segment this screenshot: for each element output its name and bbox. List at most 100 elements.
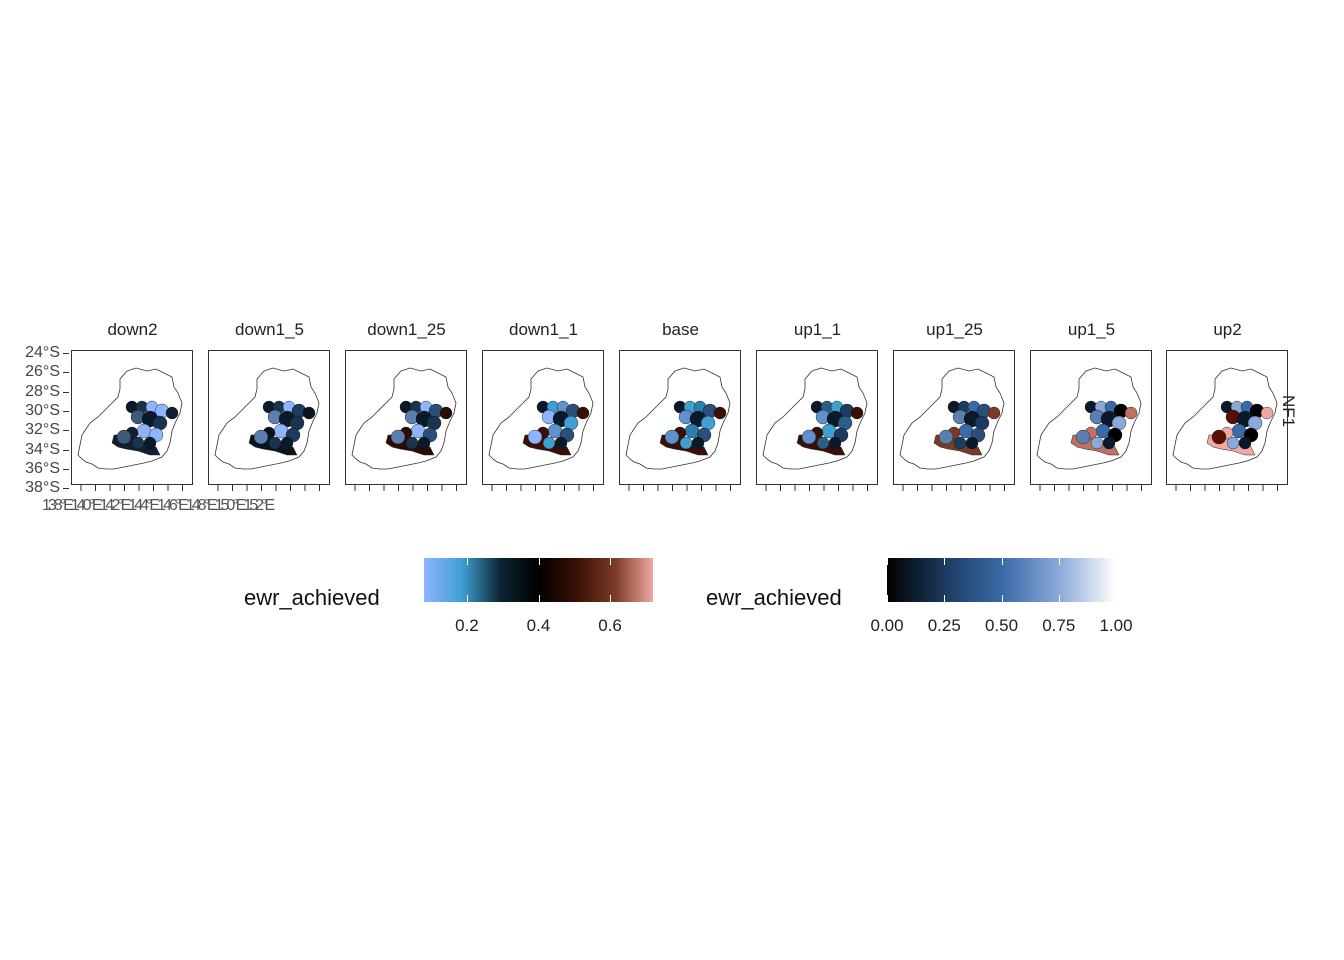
- facet-panel-down1_1: [482, 350, 604, 485]
- y-axis-tick-label: 24°S: [25, 344, 60, 361]
- catchment-polygon: [953, 436, 967, 450]
- y-axis-tick-label: 30°S: [25, 401, 60, 419]
- catchment-polygon: [280, 436, 294, 450]
- catchment-polygon: [527, 429, 543, 445]
- catchment-polygon: [405, 436, 419, 450]
- catchment-polygon: [801, 429, 817, 445]
- y-axis-tick-mark: [63, 449, 69, 451]
- y-axis-tick-label: 36°S: [25, 459, 60, 477]
- legend-tick-mark: [887, 595, 888, 602]
- legend-tick-label: 1.00: [1099, 616, 1133, 635]
- facet-panel-base: [619, 350, 741, 485]
- basin-outline: [899, 367, 1005, 470]
- legend-left-colorbar: [424, 558, 653, 602]
- x-axis-ticks: [1039, 485, 1142, 491]
- legend-tick-label: 0.50: [984, 616, 1019, 635]
- catchment-polygon: [1260, 406, 1274, 420]
- basin-outline: [1172, 367, 1278, 470]
- catchment-polygon: [268, 436, 282, 450]
- y-axis-tick-mark: [63, 410, 69, 412]
- facet-title-up2: up2: [1213, 320, 1242, 339]
- basin-outline: [625, 367, 731, 470]
- catchment-polygon: [417, 436, 431, 450]
- catchment-polygon: [691, 436, 705, 450]
- catchment-polygon: [1102, 436, 1116, 450]
- catchment-polygon: [965, 436, 979, 450]
- row-strip-label: NF1: [1279, 395, 1298, 428]
- y-axis-tick-label: 28°S: [25, 382, 60, 400]
- legend-tick-mark: [1001, 558, 1003, 565]
- y-axis-tick-label: 32°S: [25, 421, 60, 439]
- x-axis-ticks: [80, 485, 183, 491]
- catchment-polygon: [1090, 436, 1104, 450]
- catchment-polygon: [1238, 436, 1252, 450]
- legend-tick-label: 0.25: [927, 616, 961, 635]
- catchment-polygon: [828, 436, 842, 450]
- facet-panel-up1_5: [1030, 350, 1152, 485]
- facet-title-down1_25: down1_25: [367, 320, 446, 339]
- x-axis-ticks: [902, 485, 1005, 491]
- x-axis-tick-text: 138°E140°E142°E144°E146°E148°E150°E152°E: [42, 497, 275, 514]
- catchment-polygon: [713, 406, 727, 420]
- legend-tick-mark: [1001, 595, 1003, 602]
- legend-tick-label: 0.6: [598, 616, 622, 635]
- legend-right-title: ewr_achieved: [706, 585, 842, 610]
- catchment-polygon: [938, 429, 954, 445]
- legend-tick-mark: [944, 558, 946, 565]
- legend-tick-mark: [466, 558, 468, 565]
- catchment-polygon: [131, 436, 145, 450]
- facet-panel-down1_5: [208, 350, 330, 485]
- catchment-polygon: [542, 436, 556, 450]
- legend-tick-mark: [466, 595, 468, 602]
- x-axis-ticks: [1175, 485, 1278, 491]
- catchment-polygon: [116, 429, 132, 445]
- facet-panel-up1_1: [756, 350, 878, 485]
- y-axis-tick-label: 26°S: [25, 363, 60, 381]
- catchment-polygon: [554, 436, 568, 450]
- y-axis-tick-label: 34°S: [25, 440, 60, 458]
- catchment-polygon: [1211, 429, 1227, 445]
- facet-panel-down1_25: [345, 350, 467, 485]
- facet-panel-up2: [1166, 350, 1288, 485]
- basin-outline: [488, 367, 594, 470]
- legend-tick-mark: [1058, 595, 1060, 602]
- legend-tick-mark: [538, 558, 540, 565]
- y-axis-tick-mark: [63, 430, 69, 432]
- x-axis-labels: 138°E140°E142°E144°E146°E148°E150°E152°E: [42, 497, 275, 515]
- x-axis-ticks: [628, 485, 731, 491]
- catchment-polygon: [143, 436, 157, 450]
- legend-tick-mark: [887, 558, 888, 565]
- facet-panel-down2: [71, 350, 193, 485]
- catchment-polygon: [576, 406, 590, 420]
- legend-tick-mark: [610, 558, 612, 565]
- catchment-polygon: [1226, 436, 1240, 450]
- basin-outline: [214, 367, 320, 470]
- y-axis-tick-mark: [63, 488, 69, 490]
- basin-outline: [77, 367, 183, 470]
- basin-outline: [351, 367, 457, 470]
- catchment-polygon: [664, 429, 680, 445]
- catchment-polygon: [816, 436, 830, 450]
- y-axis-tick-mark: [63, 353, 69, 354]
- catchment-polygon: [679, 436, 693, 450]
- x-axis-ticks: [217, 485, 320, 491]
- catchment-polygon: [987, 406, 1001, 420]
- basin-outline: [762, 367, 868, 470]
- legend-tick-mark: [1116, 558, 1117, 565]
- facet-title-up1_1: up1_1: [793, 320, 842, 339]
- catchment-polygon: [390, 429, 406, 445]
- facet-title-up1_25: up1_25: [926, 320, 983, 339]
- legend-tick-label: 0.2: [455, 616, 479, 635]
- legend-tick-mark: [1058, 558, 1060, 565]
- legend-tick-label: 0.4: [526, 616, 551, 635]
- legend-tick-label: 0.75: [1042, 616, 1076, 635]
- catchment-polygon: [439, 406, 453, 420]
- catchment-polygon: [253, 429, 269, 445]
- x-axis-ticks: [354, 485, 457, 491]
- legend-tick-mark: [610, 595, 612, 602]
- legend-tick-mark: [1116, 595, 1117, 602]
- y-axis-tick-mark: [63, 391, 69, 393]
- facet-title-up1_5: up1_5: [1067, 320, 1116, 339]
- catchment-polygon: [165, 406, 179, 420]
- basin-outline: [1036, 367, 1142, 470]
